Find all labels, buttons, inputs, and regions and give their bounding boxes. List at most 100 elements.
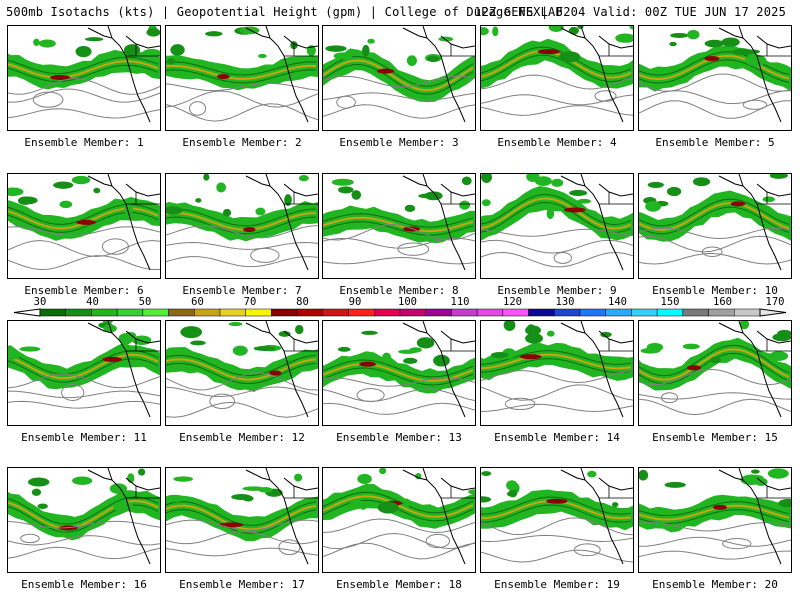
ensemble-map-panel [480,320,634,426]
height-contour-closed [356,388,385,403]
jet-max-blob [546,498,568,504]
isotach-core-line [639,59,790,84]
isotach-patch [646,342,664,352]
height-contour-closed [397,242,430,256]
isotach-patch [666,186,682,197]
ensemble-member-label: Ensemble Member: 12 [179,431,305,444]
isotach-patch [406,55,418,66]
isotach-patch [772,333,791,342]
colorbar-tick-label: 130 [555,296,575,308]
colorbar-segment [554,308,581,317]
isotach-patch [258,53,267,59]
height-contour [481,403,633,412]
isotach-core-line [639,51,790,76]
height-contour [323,532,475,550]
colorbar-segment [271,308,298,317]
coastline [245,321,318,418]
political-border [126,44,160,57]
height-contour [639,90,791,105]
jet-max-blob [243,227,256,233]
isotach-patch [142,48,160,58]
coastline [87,174,160,271]
colorbar-segment [65,308,92,317]
isotach-core-line [166,64,317,80]
isotach-patch [744,54,767,67]
height-contour [8,108,160,119]
isotach-map [8,174,160,271]
isotach-patch [481,27,489,36]
isotach-patch [526,324,536,335]
isotach-patch [600,331,612,338]
jet-max-blob [76,219,96,225]
political-border [126,339,160,352]
isotach-patch [481,174,492,183]
colorbar-low-arrow [13,308,41,317]
height-contour [481,534,633,542]
isotach-patch [739,321,750,330]
height-contour [639,235,791,253]
isotach-patch [195,198,202,203]
height-contour [639,550,791,560]
political-border [757,192,791,205]
colorbar-segment [502,308,529,317]
height-contour-closed [573,543,601,557]
isotach-patch [377,501,399,514]
isotach-patch [577,198,591,204]
political-border [284,44,318,57]
isotach-patch [258,487,273,493]
coastline [560,26,633,123]
ensemble-member-label: Ensemble Member: 10 [652,284,778,297]
height-contour [323,542,475,560]
colorbar-segment [734,308,761,317]
colorbar-tick-label: 80 [296,296,309,308]
isotach-patch [38,39,56,48]
colorbar-segment [399,308,426,317]
jet-max-blob [102,356,122,362]
isotach-patch [357,473,372,485]
isotach-patch [577,26,584,30]
colorbar-segment [142,308,169,317]
isotach-map [481,26,633,123]
colorbar-segment [168,308,195,317]
isotach-patch [71,175,91,185]
height-contour-closed [32,91,64,108]
height-contour [481,370,633,384]
isotach-patch [253,346,276,351]
height-contour-closed [742,99,768,110]
isotach-patch [629,26,633,30]
isotach-patch [109,483,128,494]
height-contour-closed [20,533,40,544]
height-contour [481,251,633,268]
ensemble-member-label: Ensemble Member: 9 [497,284,617,297]
isotach-patch [173,476,194,482]
coastline [402,321,475,418]
height-contour-closed [101,238,129,255]
colorbar-tick-label: 60 [191,296,204,308]
isotach-patch [427,55,440,63]
jet-stream-band [166,54,318,91]
isotach-core-line [8,211,159,233]
height-contour [481,549,633,563]
isotach-map [8,321,160,418]
height-contour [323,402,475,415]
isotach-patch [778,498,791,508]
isotach-map [8,26,160,123]
height-contour [166,256,318,268]
isotach-map [166,468,318,565]
isotach-patch [37,503,48,509]
isotach-core-line [481,358,632,373]
height-contour [639,368,791,386]
isotach-patch [284,194,292,206]
isotach-core-line [166,61,317,76]
colorbar-segment [39,308,66,317]
height-contour [639,522,791,532]
colorbar-tick-label: 170 [765,296,785,308]
ensemble-member-label: Ensemble Member: 4 [497,136,617,149]
coastline [718,26,791,123]
isotach-patch [526,174,540,182]
isotach-colorbar [13,308,787,317]
isotach-patch [687,29,700,40]
colorbar-segment [656,308,684,317]
isotach-patch [222,208,232,217]
jet-max-blob [520,354,542,360]
